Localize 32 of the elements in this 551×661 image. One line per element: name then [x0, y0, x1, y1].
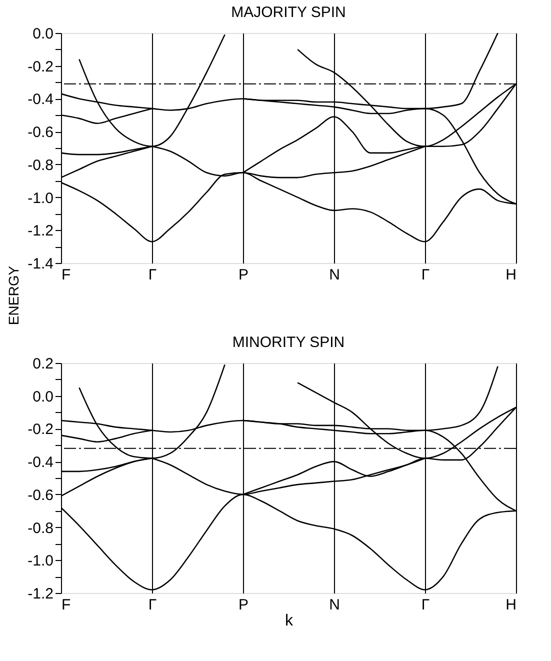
y-tick-label: -1.2 [28, 586, 54, 602]
x-tick-label: Γ [421, 266, 430, 284]
y-tick-label: -1.0 [28, 552, 54, 570]
y-tick-label: -0.4 [28, 91, 54, 108]
y-tick-label: -0.8 [28, 156, 54, 174]
y-tick-label: -0.4 [28, 454, 54, 472]
y-tick-label: -1.0 [28, 190, 54, 207]
x-tick-label: Γ [148, 266, 157, 284]
y-tick-label: -0.2 [28, 421, 54, 438]
x-tick-label: P [238, 266, 249, 284]
y-axis-title: ENERGY [6, 265, 22, 326]
x-tick-label: F [62, 266, 71, 284]
y-tick-label: 0.2 [32, 356, 54, 372]
chart-title: MAJORITY SPIN [231, 4, 346, 21]
x-axis-title: k [285, 612, 294, 630]
y-tick-label: -0.6 [28, 124, 54, 142]
x-tick-label: N [329, 596, 340, 614]
x-tick-label: N [329, 266, 340, 284]
y-tick-label: -0.6 [28, 486, 54, 504]
x-tick-label: Γ [421, 596, 430, 614]
x-tick-label: F [62, 596, 71, 614]
x-tick-label: Γ [148, 596, 157, 614]
y-tick-label: -0.2 [28, 58, 54, 76]
y-tick-label: -1.2 [28, 222, 54, 240]
y-tick-label: 0.0 [32, 26, 54, 42]
chart-title: MINORITY SPIN [232, 334, 345, 351]
y-tick-label: -0.8 [28, 520, 54, 537]
y-tick-label: 0.0 [32, 388, 54, 406]
x-tick-label: H [506, 596, 516, 614]
x-tick-label: P [238, 596, 249, 614]
x-tick-label: H [506, 266, 516, 284]
y-tick-label: -1.4 [28, 256, 54, 272]
